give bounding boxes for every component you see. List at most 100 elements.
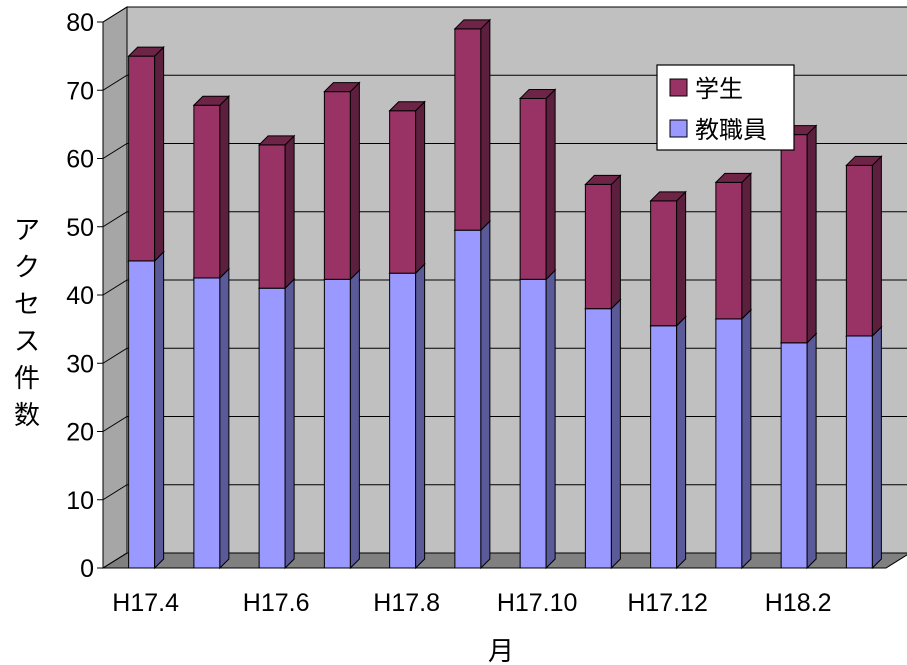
bar-side — [871, 155, 882, 338]
bar-front — [650, 200, 678, 327]
bar-segment-staff — [323, 269, 361, 570]
bar-segment-staff — [257, 277, 296, 570]
bar-side — [415, 262, 426, 570]
gridlines — [97, 6, 907, 569]
bar-front — [519, 278, 547, 569]
bar-front — [519, 97, 547, 280]
y-tick-labels: 0 10 20 30 40 50 60 70 80 — [66, 9, 94, 583]
bar-front — [258, 287, 286, 569]
bar-side — [154, 250, 165, 570]
bar-segment-staff — [649, 315, 687, 570]
bar-front — [323, 91, 351, 280]
x-tick-label: H17.10 — [497, 589, 578, 617]
bar-top — [649, 191, 687, 202]
x-tick-label: H17.6 — [243, 589, 310, 617]
bar-front — [715, 318, 743, 569]
legend: 学生 教職員 — [656, 64, 795, 151]
bar-segment-student — [323, 81, 361, 281]
y-axis-label-char: ス — [14, 327, 40, 357]
bar-segment-staff — [845, 325, 883, 570]
bar-front — [389, 272, 417, 569]
gridline — [102, 279, 907, 296]
bar-side — [349, 269, 360, 570]
y-axis-label-char: 件 — [14, 364, 40, 394]
x-axis-label: 月 — [488, 637, 514, 665]
bar-side — [676, 315, 687, 570]
bar-front — [780, 134, 808, 344]
y-tick-label: 80 — [66, 9, 94, 37]
bar-segment-student — [388, 100, 426, 275]
y-axis-label-char: 数 — [14, 401, 40, 431]
bar-side — [219, 267, 230, 570]
bar-side — [480, 219, 491, 570]
y-tick-label: 30 — [66, 350, 94, 378]
bar-segment-student — [845, 155, 883, 338]
bar-side — [480, 18, 491, 232]
bar-front — [454, 28, 482, 231]
bar-top — [192, 95, 231, 106]
legend-swatch-staff — [669, 119, 688, 138]
x-tick-label: H17.4 — [112, 589, 179, 617]
bar-segment-staff — [779, 332, 818, 570]
bar-front — [715, 181, 743, 320]
bar-side — [154, 45, 165, 263]
gridline — [102, 6, 907, 23]
bar-segment-staff — [714, 308, 753, 570]
gridline — [102, 211, 907, 228]
y-axis-label-char: ク — [14, 253, 40, 283]
bar-segment-student — [649, 190, 687, 327]
bar-top — [584, 174, 622, 185]
bar-side — [284, 134, 295, 290]
bar-side — [545, 269, 556, 570]
bar-side — [284, 277, 295, 570]
bar-side — [610, 174, 621, 310]
bar-segment-staff — [388, 262, 426, 570]
y-tick-label: 60 — [66, 146, 94, 174]
bar-front — [193, 104, 221, 279]
bar-side — [219, 95, 230, 280]
bar-front — [584, 308, 612, 569]
bar-side — [415, 100, 426, 275]
bar-side — [610, 298, 621, 570]
bar-side — [741, 308, 752, 570]
bar-front — [845, 164, 873, 337]
y-axis-label-char: ア — [14, 216, 40, 246]
bar-side — [741, 172, 752, 321]
bar-segment-student — [779, 124, 818, 344]
bar-top — [323, 82, 361, 93]
bar-segment-staff — [127, 250, 165, 570]
bar-segment-staff — [518, 269, 557, 570]
y-tick-label: 20 — [66, 419, 94, 447]
bar-top — [714, 172, 753, 183]
bar-front — [128, 55, 156, 262]
bar-segment-student — [257, 134, 296, 290]
bar-side — [676, 190, 687, 327]
gridline — [102, 74, 907, 91]
gridline — [102, 552, 907, 569]
y-tick-label: 40 — [66, 282, 94, 310]
bar-side — [545, 88, 556, 281]
y-tick-label: 0 — [80, 555, 94, 583]
bar-top — [845, 155, 883, 166]
bar-side — [806, 124, 817, 344]
bar-front — [780, 342, 808, 569]
bar-top — [127, 46, 165, 57]
legend-label-student: 学生 — [695, 75, 743, 103]
bar-front — [584, 183, 612, 310]
y-tick-label: 10 — [66, 487, 94, 515]
bar-segment-student — [453, 18, 492, 232]
bar-top — [388, 101, 426, 112]
bar-segment-student — [584, 174, 622, 310]
bar-front — [193, 277, 221, 569]
bar-side — [871, 325, 882, 570]
bar-segment-staff — [192, 267, 231, 570]
bar-side — [806, 332, 817, 570]
x-tick-label: H17.12 — [627, 589, 708, 617]
bar-segment-student — [518, 88, 557, 281]
bar-front — [845, 335, 873, 569]
gridline — [102, 347, 907, 364]
bar-front — [323, 278, 351, 569]
bar-segment-student — [192, 95, 231, 280]
